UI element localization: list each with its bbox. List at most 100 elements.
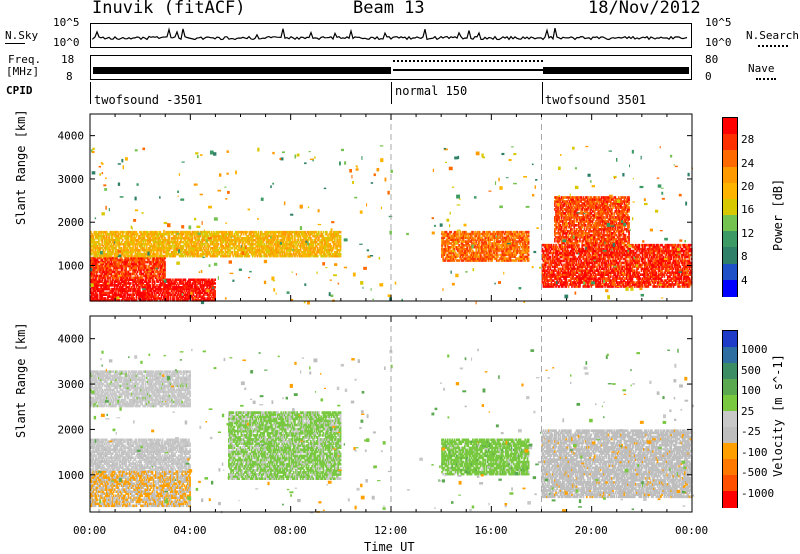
heatmap-cell [137, 260, 140, 264]
heatmap-cell [166, 246, 169, 250]
heatmap-cell [267, 248, 270, 252]
heatmap-cell [176, 278, 179, 281]
heatmap-cell [144, 232, 147, 236]
heatmap-cell [261, 248, 263, 252]
heatmap-cell [158, 297, 161, 300]
heatmap-cell [280, 238, 283, 242]
heatmap-cell [137, 276, 140, 280]
heatmap-cell [163, 289, 165, 293]
heatmap-cell [234, 254, 237, 258]
heatmap-cell [176, 295, 179, 298]
heatmap-cell [257, 230, 260, 234]
heatmap-cell [90, 230, 92, 234]
heatmap-cell [166, 291, 169, 295]
heatmap-cell [101, 238, 104, 242]
heatmap-cell [281, 236, 284, 240]
heatmap-cell [110, 264, 113, 268]
heatmap-cell [310, 242, 312, 246]
heatmap-cell [110, 258, 113, 262]
heatmap-cell [255, 236, 257, 240]
heatmap-cell [129, 240, 132, 244]
heatmap-cell [150, 287, 153, 291]
heatmap-cell [327, 238, 329, 242]
heatmap-cell [131, 286, 133, 289]
heatmap-cell [102, 252, 105, 256]
heatmap-cell [174, 252, 177, 256]
heatmap-cell [169, 254, 172, 258]
heatmap-cell [140, 268, 142, 272]
heatmap-cell [159, 289, 162, 293]
heatmap-cell [169, 287, 172, 291]
heatmap-cell [113, 274, 116, 278]
heatmap-cell [248, 248, 251, 252]
freq-right-tick-bottom: 0 [705, 70, 712, 83]
heatmap-cell [196, 291, 198, 295]
heatmap-cell [194, 287, 197, 291]
heatmap-cell [111, 278, 114, 281]
heatmap-cell [237, 244, 239, 248]
heatmap-cell [194, 230, 197, 234]
heatmap-cell [140, 260, 142, 264]
heatmap-cell [329, 246, 332, 250]
heatmap-cell [248, 254, 251, 258]
heatmap-cell [200, 254, 203, 258]
heatmap-cell [172, 230, 174, 234]
heatmap-cell [312, 254, 314, 258]
heatmap-cell [134, 278, 137, 281]
heatmap-cell [96, 250, 99, 254]
heatmap-cell [327, 236, 329, 240]
heatmap-cell [265, 232, 268, 236]
heatmap-cell [175, 286, 178, 289]
heatmap-cell [197, 246, 199, 250]
heatmap-cell [296, 232, 299, 236]
heatmap-cell [262, 232, 264, 236]
heatmap-cell [445, 255, 448, 258]
heatmap-cell [327, 248, 329, 252]
heatmap-cell [109, 244, 112, 248]
heatmap-cell [168, 242, 171, 246]
heatmap-cell [208, 244, 211, 248]
heatmap-cell [94, 297, 97, 300]
heatmap-cell [147, 234, 149, 238]
heatmap-cell [174, 293, 177, 296]
heatmap-cell [150, 299, 153, 302]
heatmap-cell [330, 246, 333, 250]
heatmap-cell [246, 252, 248, 256]
heatmap-cell [126, 246, 129, 250]
heatmap-cell [188, 295, 190, 298]
heatmap-cell [157, 238, 159, 242]
heatmap-cell [141, 266, 143, 270]
heatmap-cell [160, 289, 163, 293]
heatmap-cell [163, 282, 165, 285]
heatmap-cell [147, 284, 149, 287]
heatmap-cell [296, 250, 299, 254]
heatmap-cell [443, 251, 446, 255]
heatmap-cell [125, 256, 127, 260]
heatmap-cell [116, 287, 118, 291]
heatmap-cell [159, 278, 162, 281]
heatmap-cell [315, 250, 318, 254]
heatmap-cell [191, 232, 194, 236]
heatmap-cell [119, 270, 122, 274]
heatmap-cell [168, 232, 171, 236]
heatmap-cell [100, 264, 102, 268]
heatmap-cell [157, 258, 159, 262]
heatmap-cell [285, 244, 287, 248]
heatmap-cell [264, 236, 267, 240]
heatmap-cell [209, 248, 212, 252]
heatmap-cell [205, 240, 207, 244]
heatmap-cell [449, 236, 451, 240]
heatmap-cell [177, 252, 180, 256]
heatmap-cell [161, 284, 164, 287]
heatmap-cell [265, 234, 268, 238]
heatmap-cell [178, 287, 181, 291]
heatmap-cell [94, 240, 97, 244]
heatmap-cell [106, 238, 108, 242]
heatmap-cell [240, 236, 243, 240]
freq-band-3 [543, 67, 689, 74]
heatmap-cell [112, 297, 115, 300]
heatmap-cell [152, 286, 155, 289]
heatmap-cell [305, 248, 308, 252]
heatmap-cell [221, 232, 223, 236]
heatmap-cell [314, 240, 317, 244]
